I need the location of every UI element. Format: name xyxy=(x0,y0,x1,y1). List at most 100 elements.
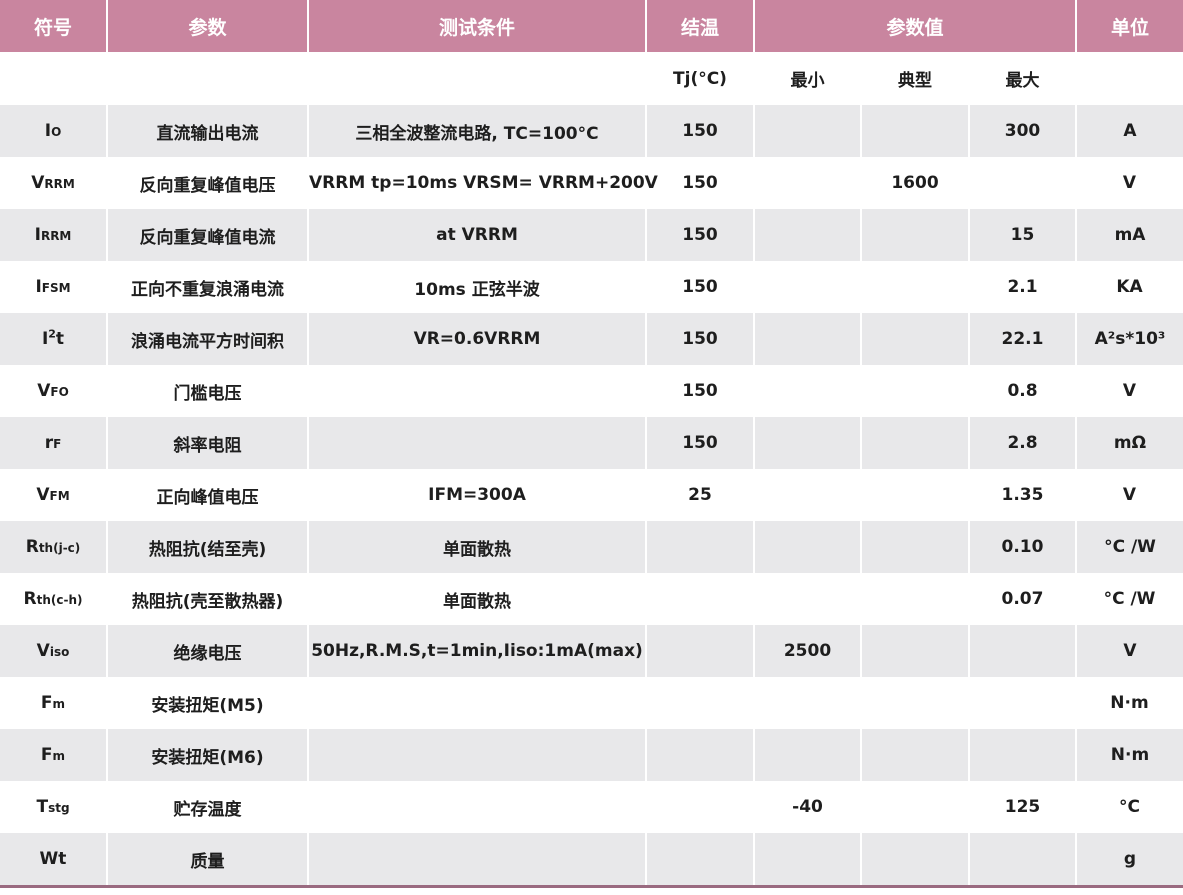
bottom-rule xyxy=(0,885,1183,888)
cell-min xyxy=(754,417,862,469)
cell-condition xyxy=(308,781,647,833)
cell-tj xyxy=(646,833,755,885)
cell-unit: °C /W xyxy=(1076,573,1183,625)
symbol-superscript: 2 xyxy=(48,327,56,341)
cell-condition xyxy=(308,729,647,781)
cell-condition: 单面散热 xyxy=(308,573,647,625)
symbol-subscript: m xyxy=(52,749,66,763)
cell-tj: 150 xyxy=(646,209,755,261)
cell-param: 斜率电阻 xyxy=(107,417,309,469)
symbol-main: F xyxy=(40,693,53,713)
cell-unit: °C xyxy=(1076,781,1183,833)
cell-max: 125 xyxy=(969,781,1077,833)
header-row: 符号 参数 测试条件 结温 参数值 单位 xyxy=(0,0,1183,52)
cell-tj xyxy=(646,573,755,625)
cell-max: 2.1 xyxy=(969,261,1077,313)
cell-min xyxy=(754,209,862,261)
table-row: IFSM 正向不重复浪涌电流 10ms 正弦半波 150 2.1 KA xyxy=(0,261,1183,313)
cell-param: 安装扭矩(M5) xyxy=(107,677,309,729)
cell-min xyxy=(754,469,862,521)
cell-symbol: Viso xyxy=(0,625,108,677)
cell-typ xyxy=(861,261,970,313)
cell-typ xyxy=(861,625,970,677)
cell-max xyxy=(969,833,1077,885)
symbol-subscript: m xyxy=(52,697,66,711)
cell-min xyxy=(754,677,862,729)
cell-min xyxy=(754,729,862,781)
cell-param: 热阻抗(壳至散热器) xyxy=(107,573,309,625)
cell-max: 15 xyxy=(969,209,1077,261)
cell-typ xyxy=(861,365,970,417)
cell-tj: 150 xyxy=(646,261,755,313)
symbol-main: V xyxy=(31,173,45,193)
cell-min: -40 xyxy=(754,781,862,833)
cell-symbol: Rth(c-h) xyxy=(0,573,108,625)
symbol-subscript: FSM xyxy=(41,281,71,295)
table-row: Tstg 贮存温度 -40 125 °C xyxy=(0,781,1183,833)
cell-tj: 25 xyxy=(646,469,755,521)
cell-unit: N·m xyxy=(1076,677,1183,729)
table-row: Wt 质量 g xyxy=(0,833,1183,885)
cell-min xyxy=(754,105,862,157)
symbol-main: V xyxy=(36,641,50,661)
symbol-main: Wt xyxy=(39,849,67,869)
cell-unit: mΩ xyxy=(1076,417,1183,469)
cell-unit: V xyxy=(1076,625,1183,677)
table-row: VFO 门槛电压 150 0.8 V xyxy=(0,365,1183,417)
cell-symbol: rF xyxy=(0,417,108,469)
symbol-main: R xyxy=(23,589,37,609)
cell-condition: IFM=300A xyxy=(308,469,647,521)
symbol-main: I xyxy=(34,225,41,245)
table-row: Rth(j-c) 热阻抗(结至壳) 单面散热 0.10 °C /W xyxy=(0,521,1183,573)
symbol-subscript: th(c-h) xyxy=(36,593,83,607)
cell-condition: 10ms 正弦半波 xyxy=(308,261,647,313)
cell-param: 热阻抗(结至壳) xyxy=(107,521,309,573)
symbol-main: I xyxy=(35,277,42,297)
cell-max: 0.07 xyxy=(969,573,1077,625)
table-row: Rth(c-h) 热阻抗(壳至散热器) 单面散热 0.07 °C /W xyxy=(0,573,1183,625)
header-unit: 单位 xyxy=(1076,0,1183,52)
cell-min: 2500 xyxy=(754,625,862,677)
table-row: VRRM 反向重复峰值电压 VRRM tp=10ms VRSM= VRRM+200V… xyxy=(0,157,1183,209)
cell-min xyxy=(754,365,862,417)
cell-typ xyxy=(861,417,970,469)
cell-param: 绝缘电压 xyxy=(107,625,309,677)
cell-tj: 150 xyxy=(646,417,755,469)
symbol-subscript: stg xyxy=(48,801,70,815)
cell-param: 直流输出电流 xyxy=(107,105,309,157)
table-body: Tj(°C) 最小 典型 最大 IO 直流输出电流 三相全波整流电路, TC=100… xyxy=(0,52,1183,885)
cell-typ xyxy=(861,313,970,365)
symbol-subscript: F xyxy=(53,437,62,451)
table-row: IO 直流输出电流 三相全波整流电路, TC=100°C 150 300 A xyxy=(0,105,1183,157)
cell-max: 0.8 xyxy=(969,365,1077,417)
header-param: 参数 xyxy=(107,0,309,52)
cell-typ xyxy=(861,521,970,573)
cell-tj xyxy=(646,521,755,573)
symbol-subscript: iso xyxy=(49,645,70,659)
cell-condition xyxy=(308,677,647,729)
cell-tj: 150 xyxy=(646,157,755,209)
table-row: Fm 安装扭矩(M5) N·m xyxy=(0,677,1183,729)
cell-tj: 150 xyxy=(646,313,755,365)
symbol-subscript: FM xyxy=(49,489,70,503)
cell-condition: VR=0.6VRRM xyxy=(308,313,647,365)
symbol-main: V xyxy=(37,381,51,401)
symbol-main: V xyxy=(36,485,50,505)
cell-param: 正向不重复浪涌电流 xyxy=(107,261,309,313)
cell-param: 安装扭矩(M6) xyxy=(107,729,309,781)
cell-max: 300 xyxy=(969,105,1077,157)
header-junction-temp: 结温 xyxy=(646,0,755,52)
table-row: Fm 安装扭矩(M6) N·m xyxy=(0,729,1183,781)
cell-typ xyxy=(861,209,970,261)
cell-max: 1.35 xyxy=(969,469,1077,521)
cell-param: 浪涌电流平方时间积 xyxy=(107,313,309,365)
cell-tj: 150 xyxy=(646,105,755,157)
cell-symbol: IO xyxy=(0,105,108,157)
cell-tj xyxy=(646,677,755,729)
cell-min xyxy=(754,521,862,573)
cell-symbol: I2t xyxy=(0,313,108,365)
cell-param: 反向重复峰值电压 xyxy=(107,157,309,209)
subheader-row: Tj(°C) 最小 典型 最大 xyxy=(0,52,1183,105)
symbol-main: R xyxy=(25,537,39,557)
